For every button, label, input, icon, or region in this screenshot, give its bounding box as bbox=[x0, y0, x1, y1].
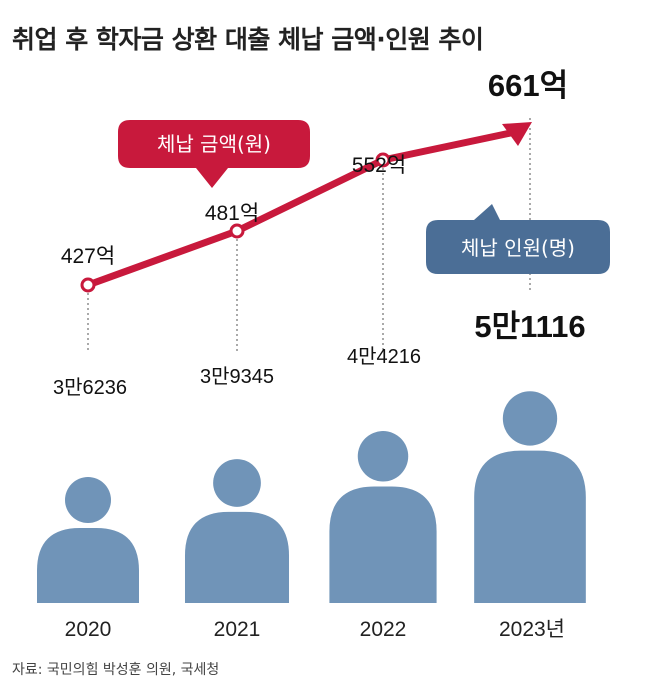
count-legend-box bbox=[426, 204, 610, 274]
amount-point bbox=[80, 277, 96, 293]
amount-legend-label: 체납 금액(원) bbox=[157, 132, 271, 156]
amount-legend: 체납 금액(원) bbox=[118, 120, 310, 188]
person-head bbox=[357, 431, 409, 482]
year-tick-label: 2023년 bbox=[499, 618, 565, 641]
source-note: 자료: 국민의힘 박성훈 의원, 국세청 bbox=[12, 662, 219, 678]
person-body bbox=[329, 486, 437, 603]
person-head bbox=[65, 477, 111, 523]
amount-point bbox=[375, 152, 391, 168]
person-body bbox=[184, 511, 290, 603]
amount-value-label: 552억 bbox=[352, 154, 406, 177]
year-tick-label: 2021 bbox=[214, 618, 261, 641]
value-labels: 427억 481억 552억 661억 3만6236 3만9345 4만4216 5만1116… bbox=[53, 68, 586, 641]
person-head bbox=[502, 391, 558, 446]
year-tick-label: 2022 bbox=[360, 618, 407, 641]
person-body bbox=[37, 528, 139, 603]
amount-value-label: 481억 bbox=[205, 202, 259, 225]
amount-series bbox=[80, 122, 532, 293]
amount-value-label: 427억 bbox=[61, 245, 115, 268]
amount-value-label: 661억 bbox=[488, 68, 568, 103]
year-tick-label: 2020 bbox=[65, 618, 112, 641]
amount-line bbox=[84, 127, 524, 289]
person-head bbox=[213, 459, 261, 507]
person-icons bbox=[37, 391, 586, 603]
guide-lines bbox=[87, 118, 531, 352]
count-legend: 체납 인원(명) bbox=[426, 204, 610, 274]
count-legend-label: 체납 인원(명) bbox=[461, 236, 575, 260]
count-value-label: 3만6236 bbox=[53, 376, 127, 399]
count-value-label: 5만1116 bbox=[474, 309, 585, 344]
count-value-label: 4만4216 bbox=[347, 345, 421, 368]
chart-title: 취업 후 학자금 상환 대출 체납 금액·인원 추이 bbox=[12, 25, 483, 54]
amount-point bbox=[229, 223, 245, 239]
person-body bbox=[474, 450, 586, 603]
count-value-label: 3만9345 bbox=[200, 365, 274, 388]
amount-legend-box bbox=[118, 120, 310, 188]
amount-arrowhead bbox=[502, 122, 532, 146]
